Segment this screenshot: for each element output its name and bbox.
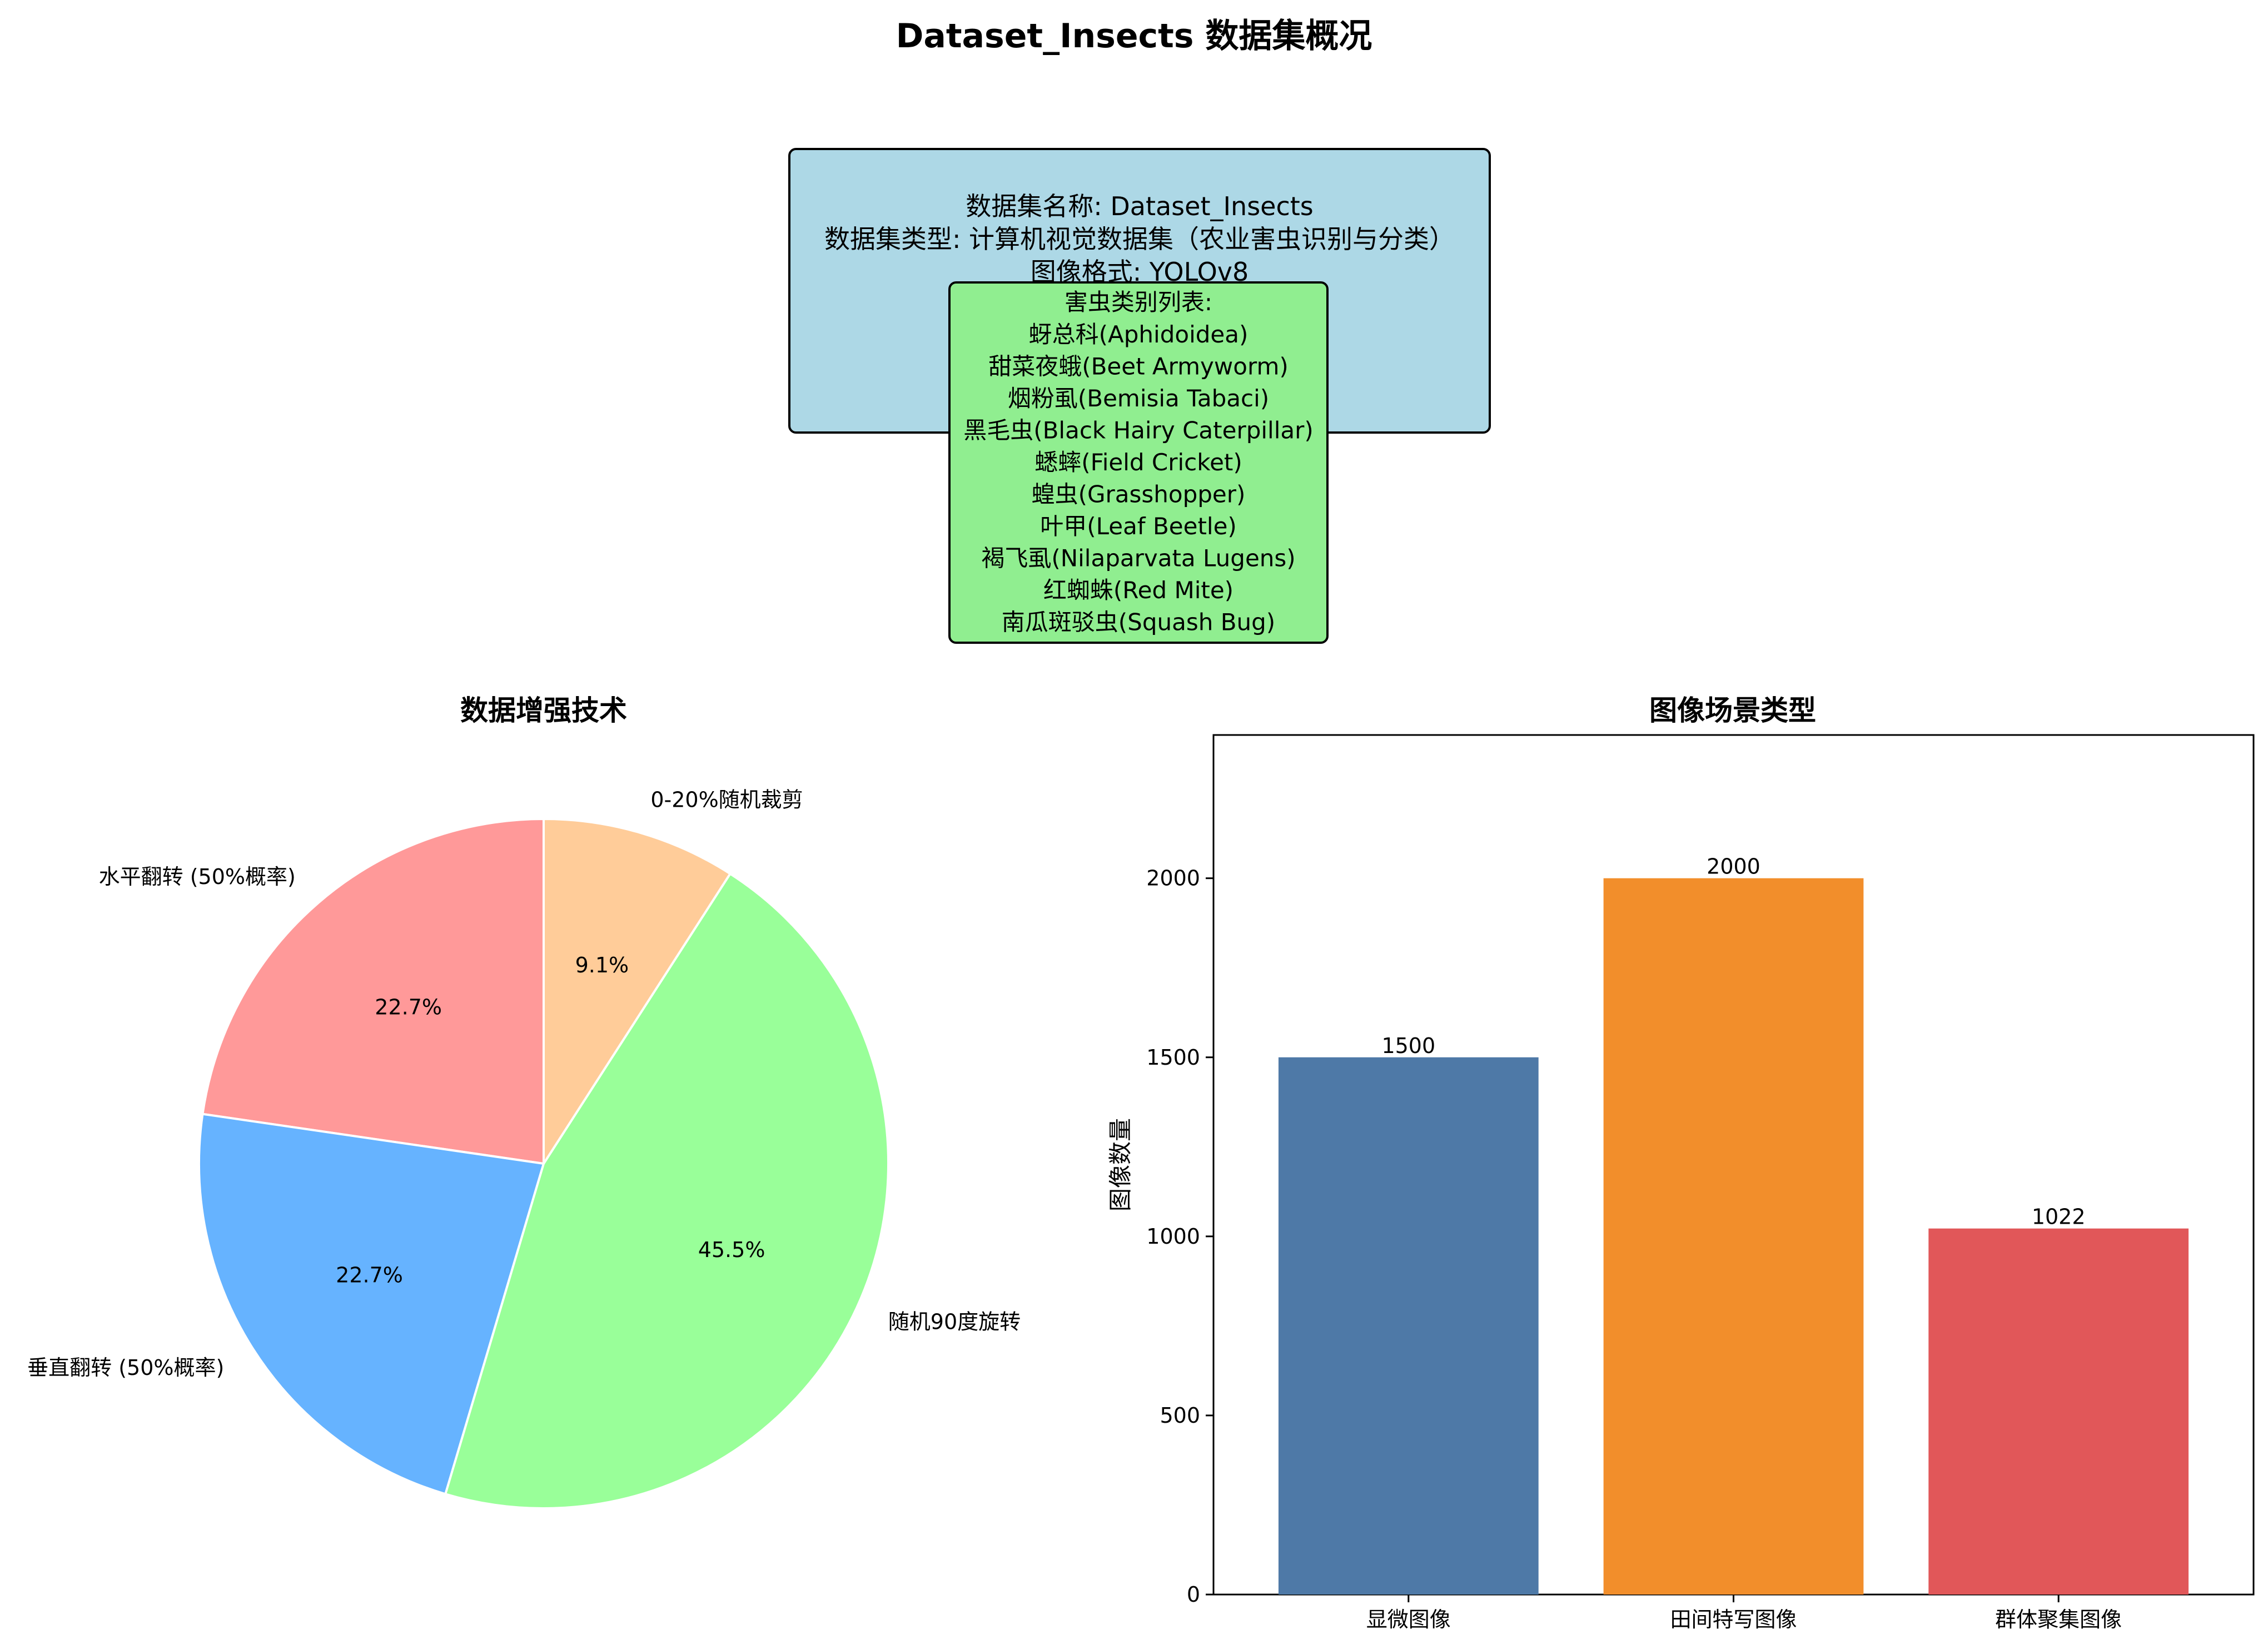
y-tick-label: 1000 [1146,1224,1200,1249]
bar-chart-title: 图像场景类型 [1649,694,1816,727]
pie-slice [444,872,890,1509]
x-tick-label: 田间特写图像 [1670,1607,1797,1632]
class-list-item: 蟋蟀(Field Cricket) [1034,449,1242,476]
y-tick-label: 0 [1187,1582,1200,1607]
y-tick-label: 500 [1160,1403,1200,1428]
pie-category-label: 水平翻转 (50%概率) [99,865,296,889]
class-list-item: 黑毛虫(Black Hairy Caterpillar) [963,417,1314,444]
class-list-heading: 害虫类别列表: [1065,289,1212,316]
bar-value-label: 1022 [2032,1205,2086,1229]
pie-slice [201,817,545,1165]
class-list-item: 叶甲(Leaf Beetle) [1040,513,1237,540]
pie-slice [198,1112,545,1496]
figure-title: Dataset_Insects 数据集概况 [896,17,1372,56]
x-tick-label: 群体聚集图像 [1995,1607,2122,1632]
pie-chart-title: 数据增强技术 [460,694,627,727]
bar [1603,878,1864,1595]
x-tick-label: 显微图像 [1366,1607,1451,1632]
pie-percent-label: 45.5% [698,1238,765,1262]
bar [1278,1057,1539,1595]
pie-category-label: 垂直翻转 (50%概率) [27,1355,224,1380]
class-list-item: 南瓜斑驳虫(Squash Bug) [1002,609,1275,636]
bar-chart: 图像场景类型 图像数量 0 500 1000 1500 2000 1500 显微图像 2000… [1107,694,2255,1632]
bar-value-label: 1500 [1381,1034,1435,1058]
bar [1928,1228,2189,1595]
pie-slice [543,817,732,1168]
class-list-item: 烟粉虱(Bemisia Tabaci) [1008,385,1269,412]
class-list-item: 红蜘蛛(Red Mite) [1043,577,1234,604]
pie-chart: 数据增强技术 22.7% 水平翻转 (50%概率) 22.7% 垂直翻转 (50%概率… [27,694,1021,1509]
pie-category-label: 0-20%随机裁剪 [650,788,803,812]
y-tick-label: 1500 [1146,1045,1200,1070]
class-list-item: 褐飞虱(Nilaparvata Lugens) [981,545,1295,572]
pie-percent-label: 9.1% [575,953,629,977]
pie-percent-label: 22.7% [336,1263,403,1287]
class-list-item: 蚜总科(Aphidoidea) [1029,321,1249,348]
bar-value-label: 2000 [1707,855,1760,879]
info-line-name: 数据集名称: Dataset_Insects [966,191,1314,221]
class-list-item: 蝗虫(Grasshopper) [1032,481,1246,508]
class-box-background [948,281,1329,644]
pie-percent-label: 22.7% [375,995,442,1020]
bar-chart-ylabel: 图像数量 [1107,1118,1134,1211]
pie-category-label: 随机90度旋转 [888,1310,1021,1334]
y-tick-label: 2000 [1146,866,1200,891]
class-list-item: 甜菜夜蛾(Beet Armyworm) [988,353,1289,380]
class-list-box: 害虫类别列表: 蚜总科(Aphidoidea) 甜菜夜蛾(Beet Armywor… [948,281,1329,644]
info-line-type: 数据集类型: 计算机视觉数据集（农业害虫识别与分类） [824,224,1455,254]
